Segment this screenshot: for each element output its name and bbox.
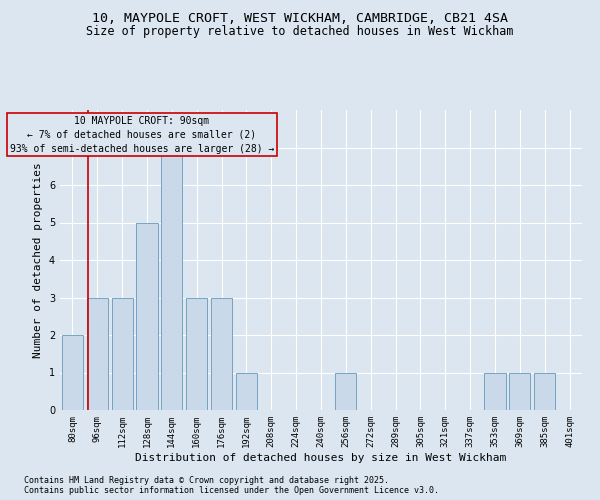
Bar — [62, 335, 83, 410]
Bar — [112, 298, 133, 410]
Bar — [87, 298, 108, 410]
Bar — [509, 372, 530, 410]
Bar — [534, 372, 555, 410]
Text: Contains HM Land Registry data © Crown copyright and database right 2025.: Contains HM Land Registry data © Crown c… — [24, 476, 389, 485]
X-axis label: Distribution of detached houses by size in West Wickham: Distribution of detached houses by size … — [136, 452, 506, 462]
Bar — [211, 298, 232, 410]
Text: Contains public sector information licensed under the Open Government Licence v3: Contains public sector information licen… — [24, 486, 439, 495]
Bar — [186, 298, 207, 410]
Text: Size of property relative to detached houses in West Wickham: Size of property relative to detached ho… — [86, 25, 514, 38]
Bar — [484, 372, 506, 410]
Bar — [335, 372, 356, 410]
Y-axis label: Number of detached properties: Number of detached properties — [34, 162, 43, 358]
Bar — [236, 372, 257, 410]
Bar — [136, 222, 158, 410]
Bar — [161, 148, 182, 410]
Text: 10, MAYPOLE CROFT, WEST WICKHAM, CAMBRIDGE, CB21 4SA: 10, MAYPOLE CROFT, WEST WICKHAM, CAMBRID… — [92, 12, 508, 26]
Text: 10 MAYPOLE CROFT: 90sqm
← 7% of detached houses are smaller (2)
93% of semi-deta: 10 MAYPOLE CROFT: 90sqm ← 7% of detached… — [10, 116, 274, 154]
